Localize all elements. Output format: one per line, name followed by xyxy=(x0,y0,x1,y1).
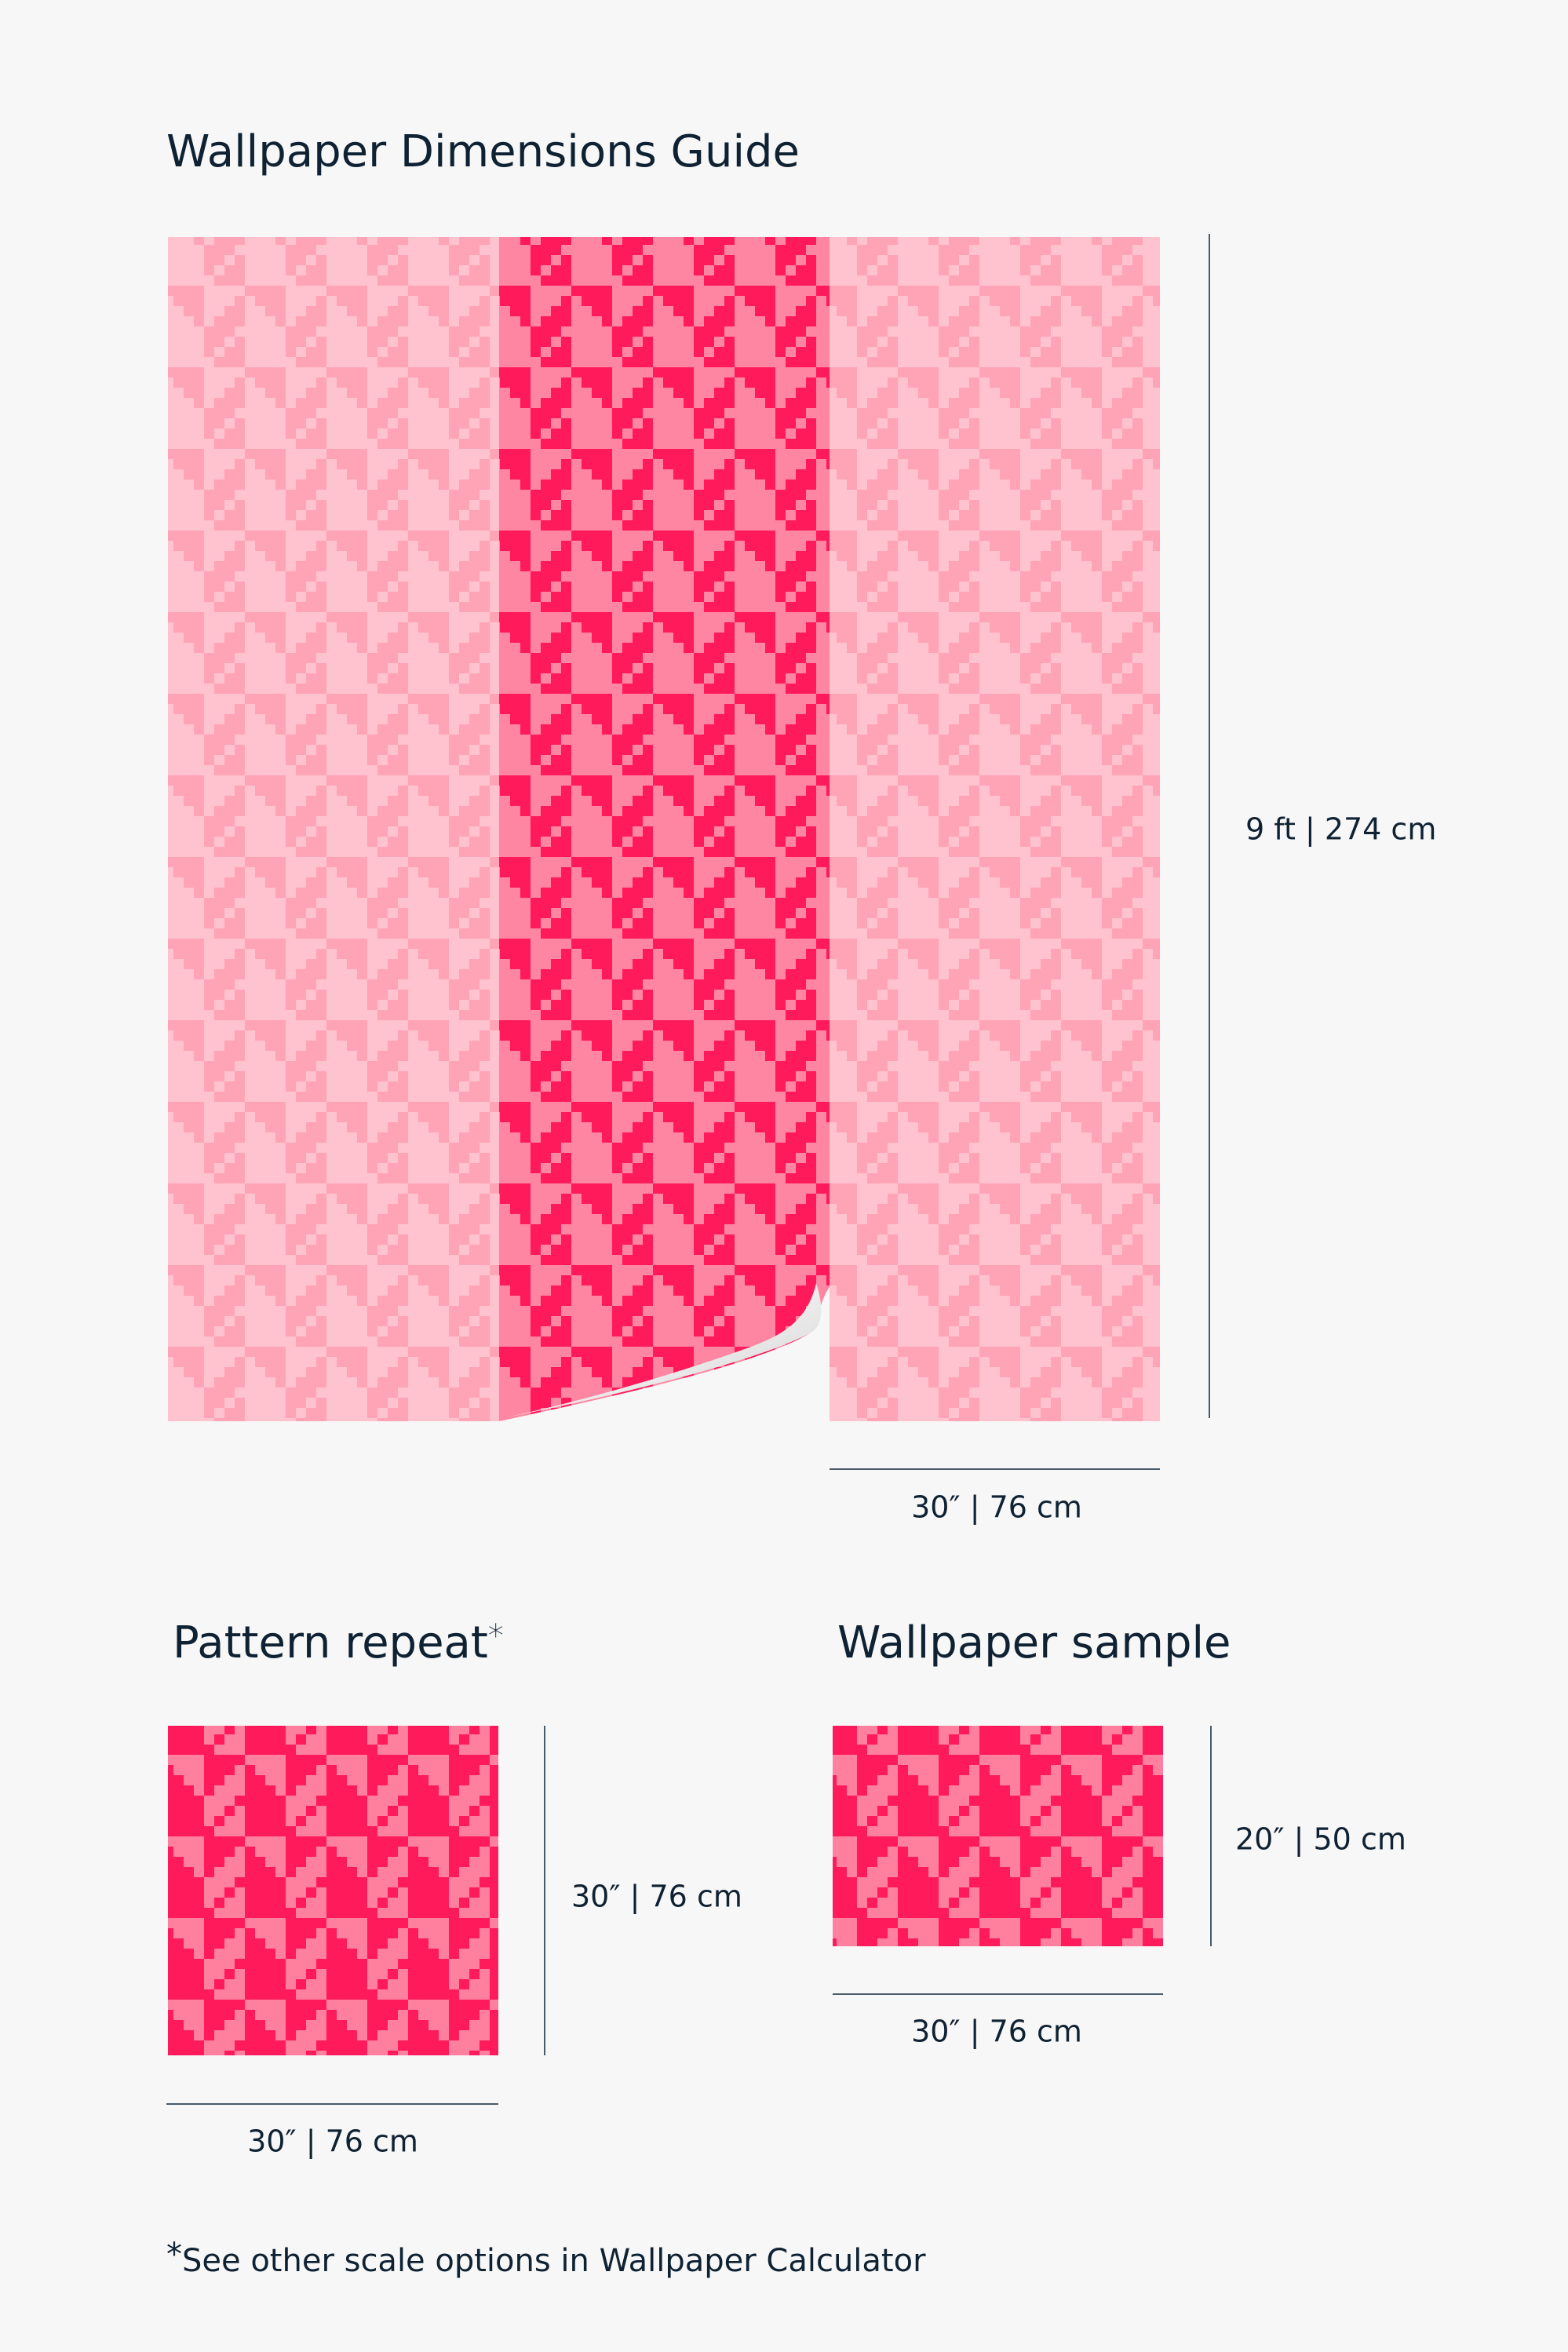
width-label: 30″ | 76 cm xyxy=(247,2124,418,2160)
strip xyxy=(168,237,499,1421)
sample-swatch xyxy=(833,1726,1163,1946)
width-label: 30″ | 76 cm xyxy=(911,2015,1082,2050)
page-curl xyxy=(507,1283,822,1417)
width-label: 30″ | 76 cm xyxy=(911,1490,1082,1526)
section-title: Pattern repeat* xyxy=(173,1617,504,1668)
footnote-text: See other scale options in Wallpaper Cal… xyxy=(182,2243,926,2279)
title-text: Pattern repeat xyxy=(173,1617,488,1668)
footnote-mark: * xyxy=(166,2237,182,2273)
strip xyxy=(499,237,830,1421)
page-title: Wallpaper Dimensions Guide xyxy=(166,126,800,177)
footnote: *See other scale options in Wallpaper Ca… xyxy=(166,2237,926,2279)
repeat-swatch xyxy=(168,1726,498,2055)
curl-gap xyxy=(499,1287,830,1421)
height-label: 30″ | 76 cm xyxy=(571,1880,742,1915)
section-title: Wallpaper sample xyxy=(837,1617,1231,1668)
title-mark: * xyxy=(488,1618,504,1654)
height-label: 20″ | 50 cm xyxy=(1235,1822,1406,1858)
height-label: 9 ft | 274 cm xyxy=(1245,812,1436,848)
strip xyxy=(830,237,1160,1421)
